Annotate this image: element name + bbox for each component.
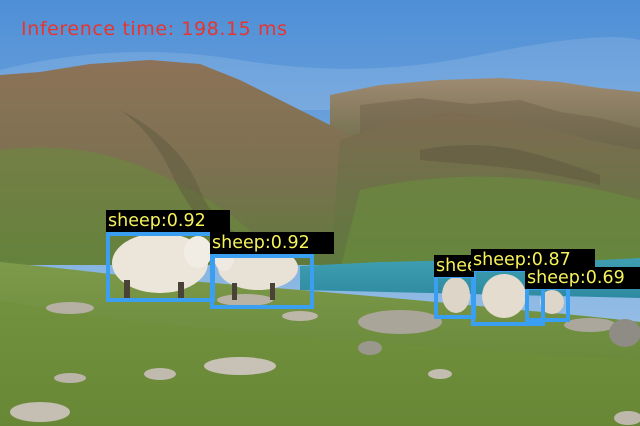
detection-label: sheep:0.87: [471, 249, 595, 271]
detection-label: sheep:0.69: [525, 267, 640, 289]
detection-box: [525, 286, 570, 322]
rocks: [10, 294, 640, 425]
detection-label: sheep:0.92: [210, 232, 334, 254]
detection-label: sheep: [434, 255, 474, 277]
inference-time-label: Inference time: 198.15 ms: [21, 18, 288, 40]
detection-box: [210, 254, 314, 309]
detection-box: [434, 274, 476, 319]
detection-label: sheep:0.92: [106, 210, 230, 232]
detection-box: [106, 232, 215, 302]
